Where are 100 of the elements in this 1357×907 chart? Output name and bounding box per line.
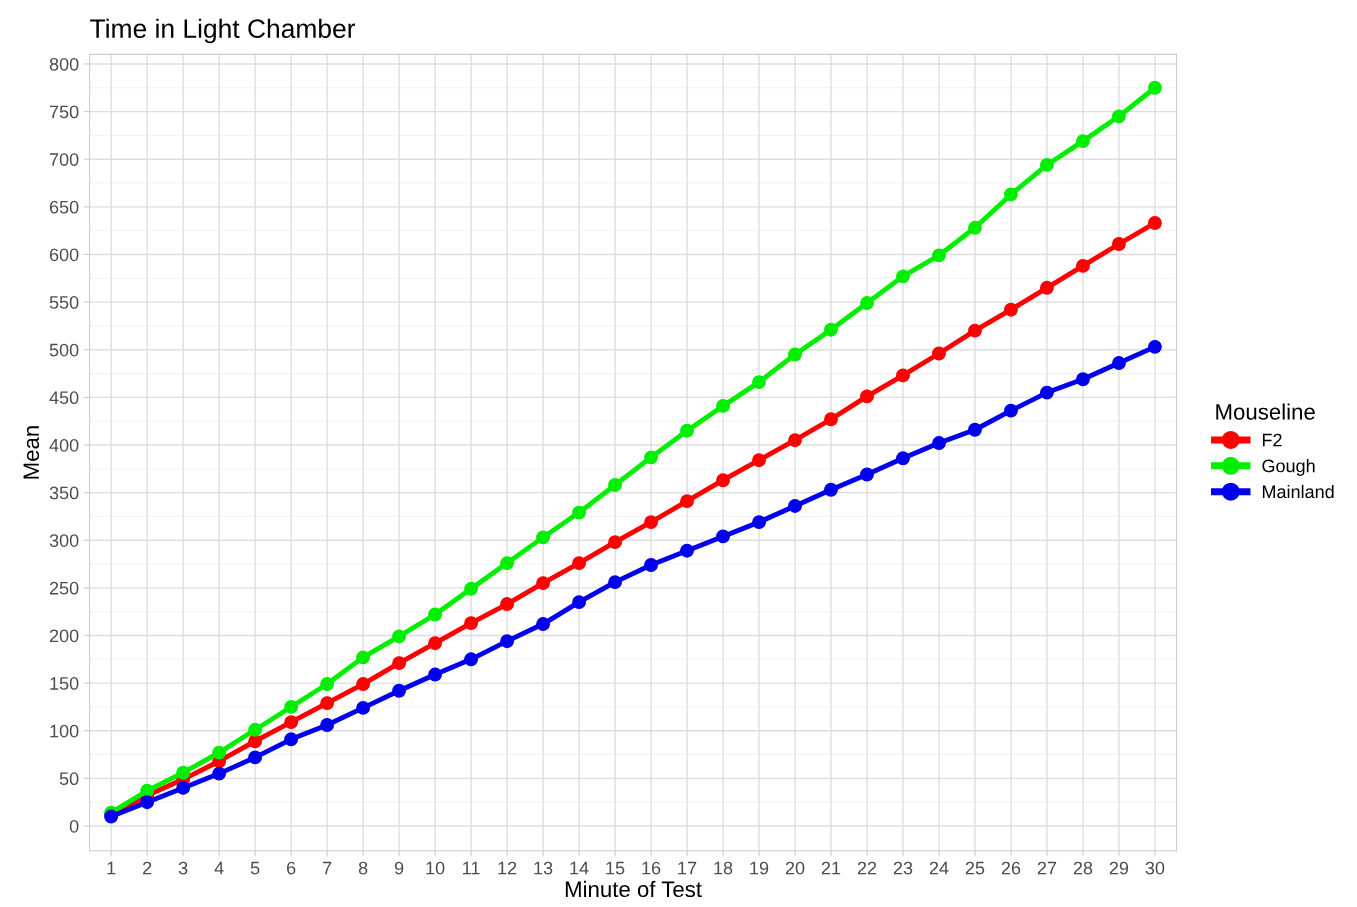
point <box>500 556 515 571</box>
point <box>1147 216 1162 230</box>
x-tick-label: 8 <box>358 861 368 875</box>
x-tick-label: 10 <box>426 861 445 875</box>
point <box>1111 237 1126 251</box>
point <box>968 220 982 235</box>
point <box>356 700 371 715</box>
point <box>1004 187 1018 202</box>
point <box>860 467 874 482</box>
point <box>392 656 407 671</box>
x-tick-label: 19 <box>750 861 769 875</box>
y-tick-label: 600 <box>49 248 79 262</box>
point <box>464 652 479 667</box>
point <box>464 616 479 631</box>
point <box>212 766 227 781</box>
point <box>248 750 263 765</box>
point <box>788 433 802 448</box>
point <box>140 783 155 798</box>
y-axis-title: Mean <box>23 426 40 479</box>
legend-label: F2 <box>1262 433 1282 447</box>
point <box>680 543 694 558</box>
point <box>464 581 479 596</box>
x-tick-label: 2 <box>143 861 152 875</box>
chart-title: Time in Light Chamber <box>90 18 356 44</box>
point <box>932 346 946 361</box>
x-tick-label: 18 <box>714 861 733 875</box>
point <box>716 398 730 413</box>
point <box>824 482 838 497</box>
point <box>1075 258 1090 273</box>
point <box>536 530 551 545</box>
point <box>608 575 622 590</box>
x-tick-label: 11 <box>463 861 480 875</box>
point <box>968 323 982 338</box>
y-tick-label: 200 <box>49 629 79 643</box>
x-tick-label: 17 <box>678 861 697 875</box>
point <box>176 780 191 795</box>
point <box>608 535 622 550</box>
point <box>1004 403 1018 418</box>
point <box>140 795 155 810</box>
point <box>752 375 766 390</box>
x-tick-label: 5 <box>250 861 260 875</box>
point <box>752 515 766 530</box>
point <box>1111 109 1126 124</box>
point <box>932 436 946 451</box>
y-tick-label: 400 <box>49 438 79 452</box>
point <box>428 607 443 622</box>
point <box>752 453 766 468</box>
y-tick-label: 500 <box>49 343 79 357</box>
point <box>716 473 730 488</box>
point <box>932 248 946 263</box>
legend-title: Mouseline <box>1216 403 1315 420</box>
legend-label: Gough <box>1262 459 1315 476</box>
y-tick-label: 150 <box>50 677 79 690</box>
x-tick-label: 23 <box>893 861 913 875</box>
point <box>320 696 335 711</box>
point <box>572 556 586 571</box>
point <box>248 734 263 749</box>
point <box>716 529 730 544</box>
point <box>536 617 551 632</box>
y-tick-label: 50 <box>59 772 79 786</box>
y-tick-label: 450 <box>49 391 79 405</box>
x-tick-label: 7 <box>323 861 332 875</box>
y-tick-label: 0 <box>69 819 79 833</box>
x-tick-label: 16 <box>642 861 661 875</box>
x-tick-label: 3 <box>178 861 188 875</box>
y-tick-label: 550 <box>49 296 79 309</box>
x-tick-label: 1 <box>107 861 116 875</box>
point <box>536 576 551 591</box>
x-tick-label: 27 <box>1037 861 1057 875</box>
x-tick-label: 25 <box>965 861 985 875</box>
x-tick-label: 13 <box>534 861 553 875</box>
point <box>572 595 586 610</box>
point <box>968 422 982 437</box>
point <box>1004 302 1018 317</box>
x-tick-label: 26 <box>1001 861 1021 875</box>
point <box>284 699 299 714</box>
point <box>1040 157 1054 172</box>
x-tick-label: 6 <box>287 861 296 875</box>
point <box>860 296 874 310</box>
point <box>608 478 622 492</box>
point <box>356 677 371 692</box>
point <box>392 683 407 698</box>
point <box>392 629 407 644</box>
x-axis-title: Minute of Test <box>565 880 702 898</box>
point <box>896 269 910 284</box>
x-tick-label: 24 <box>929 861 949 875</box>
y-tick-label: 250 <box>49 581 79 595</box>
x-tick-label: 21 <box>821 861 841 875</box>
x-tick-label: 9 <box>394 861 404 875</box>
point <box>176 765 191 780</box>
point <box>1075 372 1090 387</box>
point <box>788 347 802 362</box>
x-tick-label: 30 <box>1145 861 1165 875</box>
point <box>680 494 694 509</box>
point <box>680 423 694 438</box>
point <box>320 677 335 692</box>
point <box>500 597 515 611</box>
point <box>788 498 802 513</box>
y-tick-label: 800 <box>49 57 79 71</box>
x-tick-label: 20 <box>785 861 805 875</box>
